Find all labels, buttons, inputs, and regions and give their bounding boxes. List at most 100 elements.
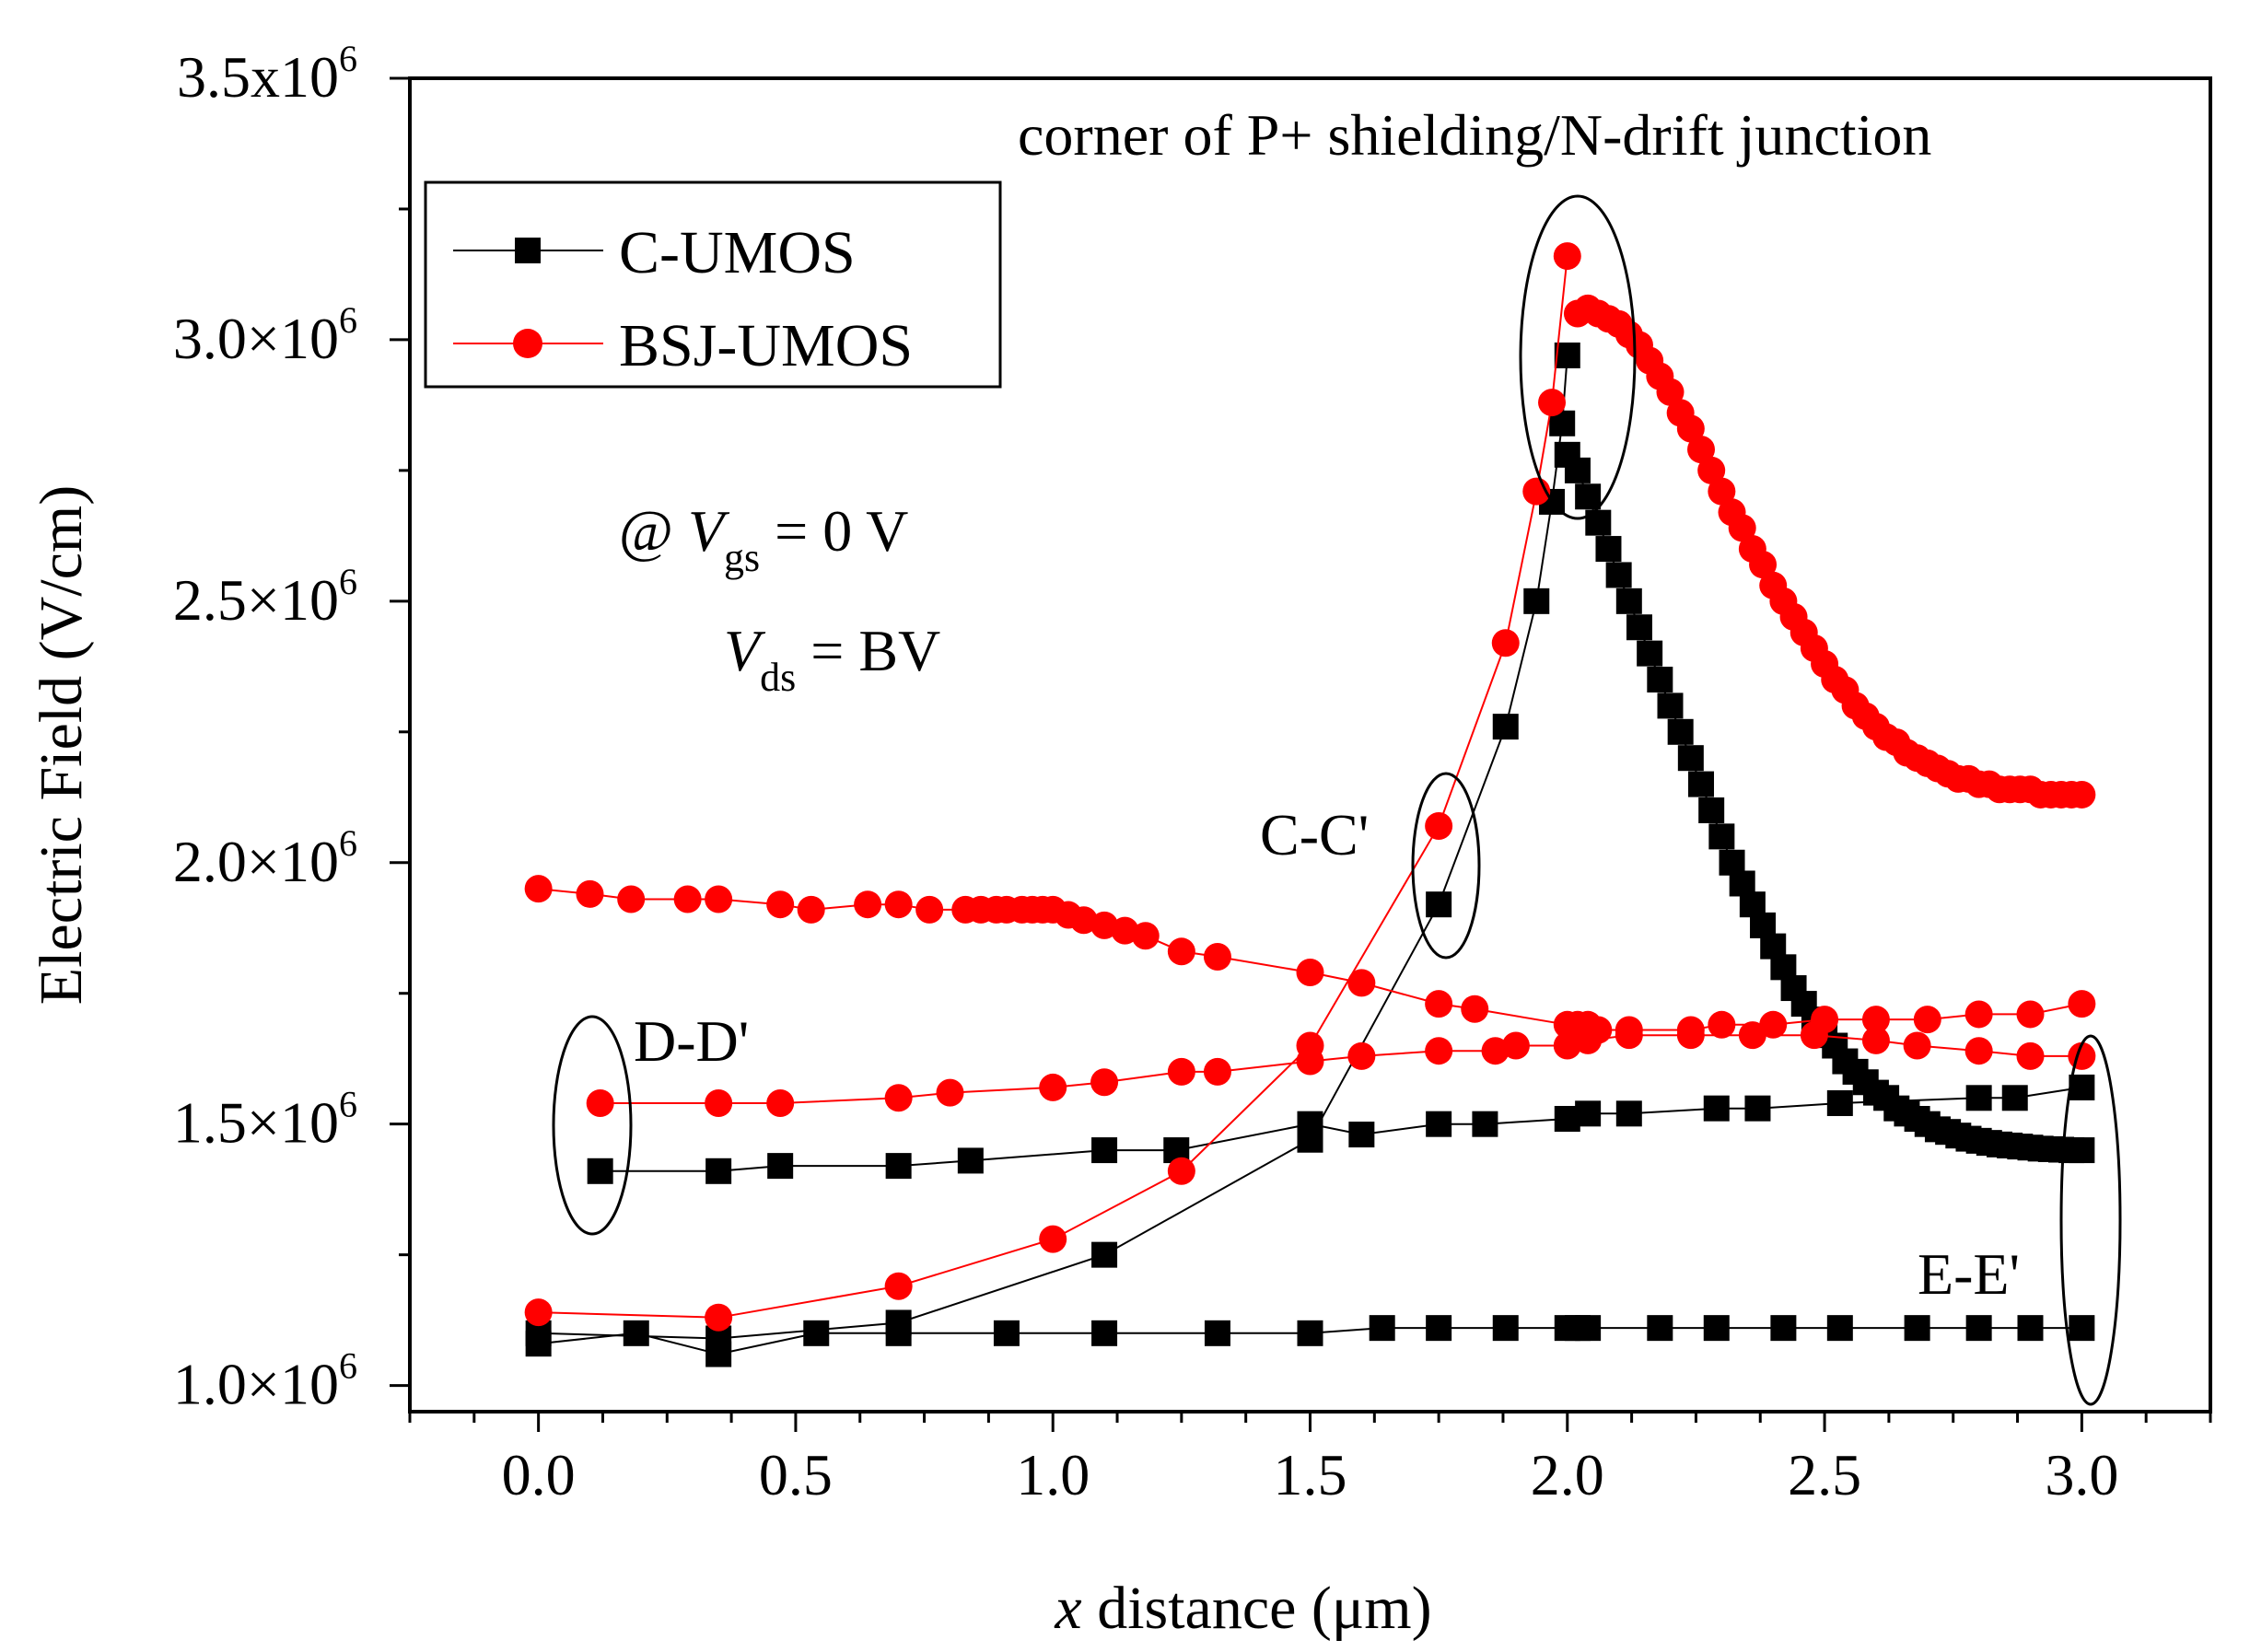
x-axis-title-italic: x [1054, 1575, 1081, 1642]
data-point [1426, 1315, 1452, 1342]
x-tick-label: 1.5 [1274, 1442, 1347, 1507]
cc-label: C-C' [1260, 802, 1369, 867]
data-point [1826, 1089, 1853, 1116]
highlight-ellipses [552, 194, 2122, 1406]
data-point [797, 895, 825, 924]
data-point [1904, 1315, 1930, 1342]
data-point [1965, 1085, 1992, 1111]
series-line [600, 1086, 2082, 1172]
data-point [705, 885, 733, 913]
data-point [1728, 514, 1756, 542]
legend-label-cumos: C-UMOS [619, 219, 856, 286]
x-tick-label: 0.5 [759, 1442, 833, 1507]
series-2 [525, 1315, 2095, 1367]
data-point [1564, 457, 1591, 483]
data-point [767, 1153, 794, 1180]
data-point [1296, 1047, 1324, 1076]
y-tick-exponent: 6 [339, 561, 357, 602]
y-tick-mantissa: 1.5×10 [173, 1090, 339, 1156]
series-7 [1563, 294, 2096, 809]
data-point [1091, 1137, 1118, 1164]
data-point [1167, 1057, 1195, 1086]
data-point [1203, 1057, 1231, 1086]
ee-ellipse [2059, 1034, 2122, 1406]
data-point [1647, 1315, 1673, 1342]
data-point [915, 895, 944, 924]
data-point [1697, 456, 1726, 484]
data-point [1637, 640, 1663, 667]
data-point [2017, 1315, 2044, 1342]
vds-condition: Vds = BV [724, 618, 940, 700]
data-point [1553, 242, 1581, 271]
y-tick-exponent: 6 [339, 299, 357, 341]
data-point [1584, 1016, 1613, 1044]
data-point [705, 1341, 732, 1367]
data-point [524, 1298, 553, 1327]
vgs-subscript: gs [724, 535, 760, 580]
data-point [1861, 1026, 1890, 1054]
data-point [587, 1158, 613, 1184]
vds-value: = BV [796, 618, 940, 683]
data-point [1965, 1315, 1992, 1342]
data-point [1204, 1320, 1230, 1346]
data-point [2001, 1085, 2028, 1111]
data-point [576, 879, 604, 908]
data-point [1348, 1122, 1375, 1148]
vds-v: V [724, 618, 766, 683]
data-point [1656, 378, 1685, 406]
data-point [1861, 1006, 1890, 1034]
series-1 [587, 1074, 2095, 1184]
corner-annotation: corner of P+ shielding/N-drift junction [1018, 102, 1931, 168]
x-axis-title-rest: distance (μm) [1082, 1575, 1432, 1642]
data-point [1687, 436, 1716, 464]
y-tick-exponent: 6 [339, 38, 357, 79]
data-point [2069, 1137, 2095, 1164]
vgs-condition: @ Vgs = 0 V [619, 498, 908, 580]
y-tick-exponent: 6 [339, 822, 357, 864]
data-point [586, 1088, 614, 1117]
dd-ellipse [552, 1015, 633, 1236]
data-point [1688, 771, 1715, 797]
y-tick-mantissa: 2.0×10 [173, 829, 339, 894]
cc-ellipse [1411, 772, 1481, 960]
data-point [1523, 588, 1550, 614]
data-point [2068, 990, 2096, 1018]
vgs-v: V [688, 498, 730, 564]
legend-marker-cumos [515, 238, 541, 263]
data-point [617, 885, 646, 913]
legend-label-bsj: BSJ-UMOS [619, 312, 913, 379]
series-4 [524, 242, 1581, 1332]
y-tick-mantissa: 1.0×10 [173, 1352, 339, 1417]
ee-label: E-E' [1918, 1241, 2020, 1307]
data-point [884, 890, 913, 919]
y-tick-label: 1.0×106 [173, 1345, 357, 1417]
data-point [1347, 969, 1376, 997]
data-point [1676, 414, 1705, 443]
data-point [1759, 1010, 1788, 1039]
at-sign: @ [619, 498, 688, 564]
data-point [1708, 823, 1735, 850]
data-point [1492, 1315, 1519, 1342]
y-tick-mantissa: 3.0×10 [173, 306, 339, 371]
y-tick-label: 2.5×106 [173, 561, 357, 633]
y-tick-label: 2.0×106 [173, 822, 357, 894]
data-point [1369, 1315, 1395, 1342]
data-point [1903, 1031, 1931, 1060]
data-point [2016, 1000, 2045, 1029]
data-point [1826, 1315, 1853, 1342]
data-point [1039, 1225, 1067, 1253]
data-point [1811, 1006, 1839, 1034]
data-point [1964, 1037, 1993, 1065]
data-point [1703, 1095, 1730, 1122]
legend-marker-bsj [513, 329, 542, 358]
data-point [705, 1303, 733, 1332]
data-point [1491, 629, 1520, 657]
data-point [1425, 812, 1453, 841]
legend: C-UMOS BSJ-UMOS [424, 180, 1002, 389]
data-point [885, 1320, 912, 1346]
series-6 [524, 875, 2096, 1044]
data-point [1703, 1315, 1730, 1342]
data-point [1472, 1111, 1498, 1137]
data-point [1605, 562, 1632, 588]
data-point [1167, 1157, 1195, 1185]
